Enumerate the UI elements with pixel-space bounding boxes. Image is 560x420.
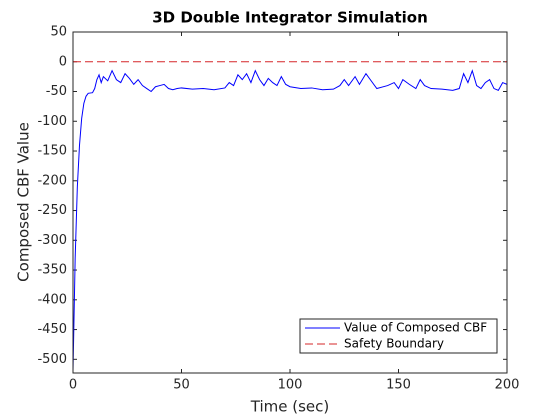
x-tick-label: 100	[278, 378, 303, 393]
y-tick-label: -150	[37, 144, 67, 159]
y-tick-label: -400	[37, 292, 67, 307]
y-tick-label: -50	[46, 84, 67, 99]
legend-label: Value of Composed CBF	[344, 321, 487, 335]
y-axis-label: Composed CBF Value	[15, 122, 33, 282]
y-tick-label: 50	[50, 25, 67, 40]
x-tick-label: 200	[495, 378, 520, 393]
x-axis-label: Time (sec)	[250, 398, 329, 416]
y-tick-label: -100	[37, 114, 67, 129]
y-tick-label: -450	[37, 322, 67, 337]
y-tick-label: 0	[59, 54, 67, 69]
x-tick-label: 150	[386, 378, 411, 393]
y-tick-label: -200	[37, 173, 67, 188]
legend-box	[299, 318, 498, 354]
y-tick-label: -500	[37, 352, 67, 367]
line-series	[72, 69, 508, 372]
y-tick-label: -350	[37, 263, 67, 278]
chart-title: 3D Double Integrator Simulation	[152, 9, 428, 27]
x-tick-label: 0	[69, 378, 77, 393]
y-tick-label: -250	[37, 203, 67, 218]
plot-frame	[72, 31, 508, 374]
x-tick-label: 50	[173, 378, 190, 393]
legend-label: Safety Boundary	[344, 337, 444, 351]
y-tick-label: -300	[37, 233, 67, 248]
